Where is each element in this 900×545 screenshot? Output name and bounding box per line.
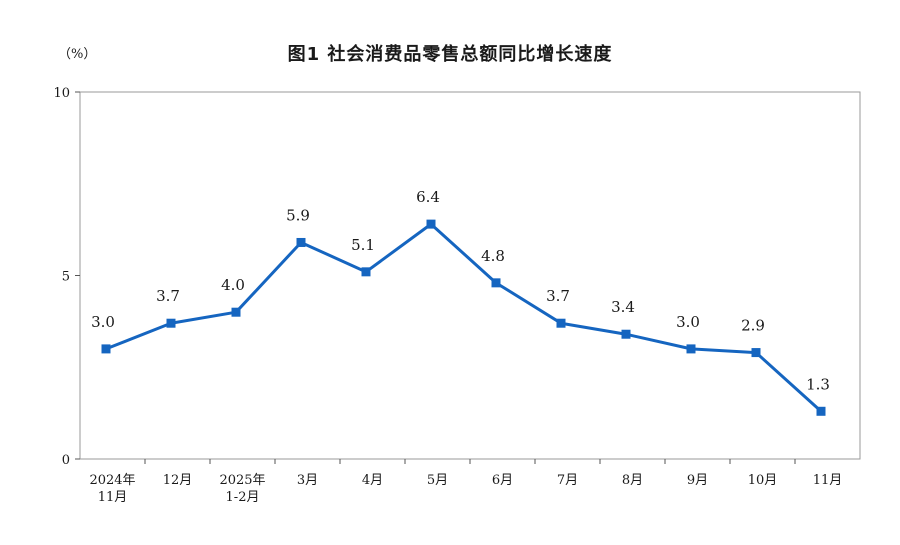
- data-point: [491, 278, 501, 288]
- y-tick-label: 10: [53, 86, 70, 101]
- data-label: 1.3: [806, 375, 830, 393]
- series-line: [105, 222, 823, 413]
- data-label: 2.9: [741, 317, 765, 335]
- y-tick-label: 5: [62, 270, 70, 285]
- x-tick-label: 10月: [748, 473, 778, 488]
- x-tick-label: 4月: [362, 473, 383, 488]
- data-label: 3.7: [546, 287, 570, 305]
- data-point: [166, 318, 176, 328]
- data-label: 4.0: [221, 276, 245, 294]
- x-tick-label: 8月: [622, 473, 643, 488]
- x-tick-label: 3月: [297, 473, 318, 488]
- data-point: [621, 329, 631, 339]
- data-point: [816, 406, 826, 416]
- plot-frame: [79, 91, 861, 460]
- data-point: [101, 344, 111, 354]
- data-label: 5.1: [351, 236, 375, 254]
- data-label: 3.0: [676, 313, 700, 331]
- x-tick-label: 2024年 11月: [89, 473, 135, 505]
- y-tick-label: 0: [62, 453, 70, 468]
- chart-title: 图1 社会消费品零售总额同比增长速度: [287, 44, 613, 65]
- data-label: 3.7: [156, 287, 180, 305]
- data-label: 3.4: [611, 298, 635, 316]
- x-tick-label: 7月: [557, 473, 578, 488]
- x-tick-label: 6月: [492, 473, 513, 488]
- data-point: [361, 267, 371, 277]
- x-tick-label: 2025年 1-2月: [219, 473, 265, 505]
- data-point: [686, 344, 696, 354]
- data-point: [426, 219, 436, 229]
- x-tick-label: 12月: [163, 473, 193, 488]
- data-point: [231, 307, 241, 317]
- data-point: [751, 348, 761, 358]
- data-point: [556, 318, 566, 328]
- data-point: [296, 237, 306, 247]
- y-axis-unit-label: （%）: [58, 47, 96, 62]
- x-tick-label: 9月: [687, 473, 708, 488]
- data-label: 4.8: [481, 247, 505, 265]
- data-label: 3.0: [91, 313, 115, 331]
- x-tick-label: 11月: [813, 473, 843, 488]
- data-label: 5.9: [286, 206, 310, 224]
- data-label: 6.4: [416, 188, 440, 206]
- x-tick-label: 5月: [427, 473, 448, 488]
